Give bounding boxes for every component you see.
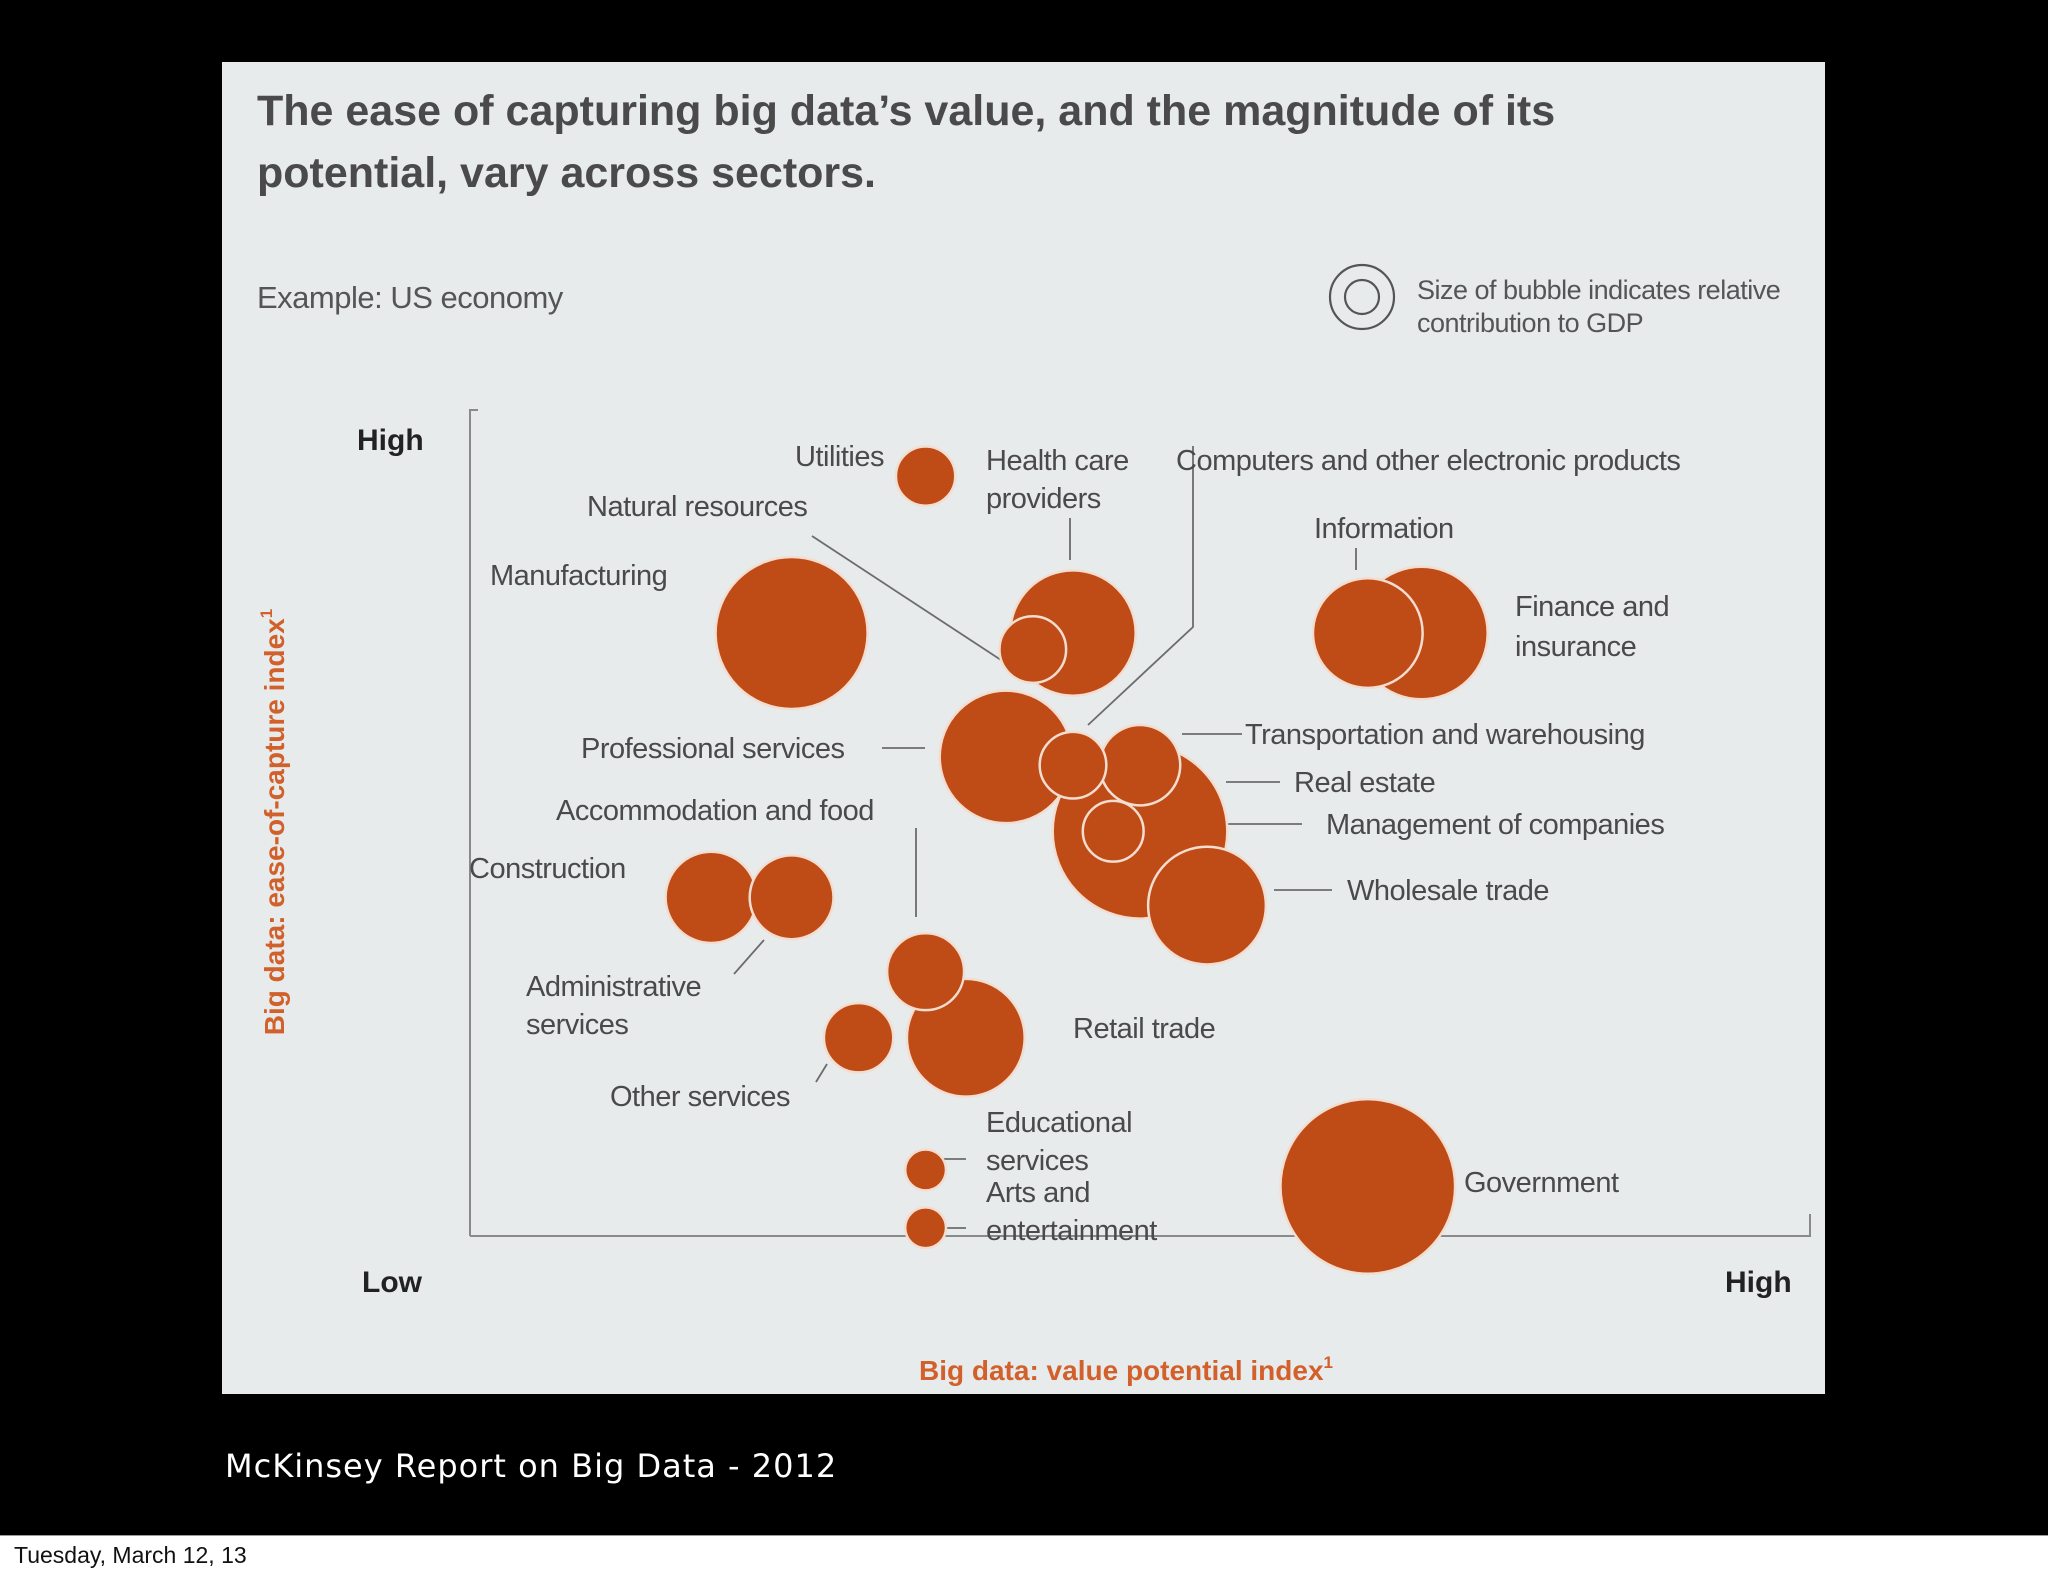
label-administrative-line1: Administrative: [526, 971, 701, 1003]
bubble-other-services: [822, 1001, 895, 1074]
bubble-construction: [664, 850, 759, 945]
slide-caption: McKinsey Report on Big Data - 2012: [225, 1447, 838, 1485]
label-arts-entertainment: Arts and entertainment: [986, 1177, 1157, 1247]
bubble-educational-services: [903, 1148, 948, 1192]
leader-natural-resources: [811, 535, 1005, 663]
label-utilities: Utilities: [795, 441, 884, 473]
label-wholesale-trade: Wholesale trade: [1347, 875, 1549, 907]
leader-computers: [1087, 446, 1194, 726]
label-educational-services: Educational services: [986, 1107, 1140, 1177]
y-tick-high: High: [357, 424, 424, 457]
label-transportation: Transportation and warehousing: [1245, 719, 1645, 751]
label-manufacturing: Manufacturing: [490, 560, 667, 592]
bubble-transportation-and-warehousing: [1098, 723, 1182, 807]
y-axis-line: [469, 409, 478, 1236]
label-management: Management of companies: [1326, 809, 1664, 841]
label-educational-line1: Educational: [986, 1107, 1132, 1139]
bubble-legend-text: Size of bubble indicates relative contri…: [1417, 275, 1781, 338]
label-government: Government: [1464, 1167, 1619, 1199]
chart-title: The ease of capturing big data’s value, …: [257, 87, 1556, 197]
label-other-services: Other services: [610, 1081, 790, 1113]
label-arts-line1: Arts and: [986, 1177, 1090, 1209]
y-axis-title-superscript: 1: [257, 609, 276, 618]
leader-administrative: [733, 939, 765, 975]
bubble-natural-resources: [998, 614, 1068, 685]
bubble-legend-icon: [1328, 263, 1396, 331]
bubble-computers-and-other-electronic-products: [1038, 730, 1108, 800]
footer-bar: Tuesday, March 12, 13: [0, 1535, 2048, 1577]
label-retail-trade: Retail trade: [1073, 1013, 1215, 1045]
leader-other-services: [815, 1063, 828, 1083]
slide: The ease of capturing big data’s value, …: [222, 62, 1825, 1485]
footer-date: Tuesday, March 12, 13: [14, 1542, 247, 1568]
bubble-manufacturing: [714, 555, 869, 711]
y-axis-title: Big data: ease-of-capture index1: [257, 609, 290, 1035]
bubble-arts-and-entertainment: [903, 1206, 948, 1250]
x-tick-high: High: [1725, 1266, 1792, 1299]
label-natural-resources: Natural resources: [587, 491, 807, 523]
label-health-care-line1: Health care: [986, 445, 1129, 477]
bubble-government: [1279, 1097, 1457, 1276]
label-health-care-providers: Health care providers: [986, 445, 1136, 515]
label-information: Information: [1314, 513, 1454, 545]
x-axis-title-text: Big data: value potential index: [919, 1355, 1324, 1386]
chart-subtitle: Example: US economy: [257, 280, 563, 315]
bubble-utilities: [894, 445, 957, 507]
label-administrative-line2: services: [526, 1009, 628, 1041]
bubbles: [664, 445, 1489, 1276]
y-axis-title-text: Big data: ease-of-capture index: [259, 618, 290, 1035]
x-tick-low: Low: [362, 1266, 423, 1299]
bubble-chart-plot: High Low High Big data: value potential …: [257, 409, 1811, 1386]
label-professional-services: Professional services: [581, 733, 845, 765]
label-educational-line2: services: [986, 1145, 1088, 1177]
label-accommodation: Accommodation and food: [556, 795, 874, 827]
label-finance-insurance: Finance and insurance: [1515, 591, 1677, 663]
label-construction: Construction: [469, 853, 626, 885]
x-axis-title: Big data: value potential index1: [919, 1353, 1333, 1386]
bubble-administrative-services: [748, 854, 835, 941]
label-health-care-line2: providers: [986, 483, 1101, 515]
label-arts-line2: entertainment: [986, 1215, 1157, 1247]
x-axis-title-superscript: 1: [1324, 1353, 1333, 1372]
bubble-management-of-companies: [1081, 799, 1145, 863]
label-administrative-services: Administrative services: [526, 971, 709, 1041]
chart-panel: The ease of capturing big data’s value, …: [222, 62, 1825, 1394]
label-real-estate: Real estate: [1294, 767, 1435, 799]
bubble-accommodation-and-food: [885, 931, 966, 1012]
bubble-information: [1311, 576, 1424, 690]
bubble-wholesale-trade: [1146, 845, 1268, 966]
label-computers: Computers and other electronic products: [1176, 445, 1680, 477]
label-finance-line2: insurance: [1515, 631, 1636, 663]
label-finance-line1: Finance and: [1515, 591, 1669, 623]
